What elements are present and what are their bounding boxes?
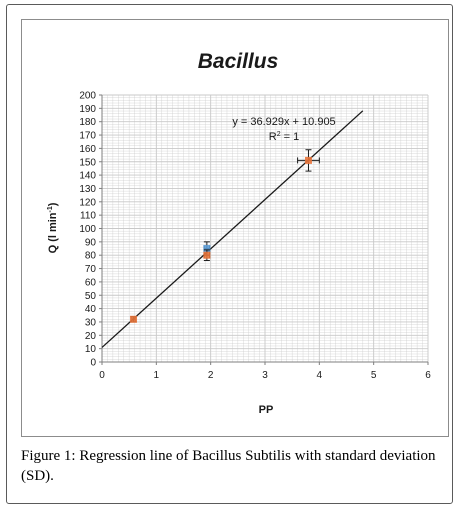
y-tick-label: 70 — [85, 264, 97, 275]
x-tick-label: 4 — [317, 370, 323, 381]
y-tick-label: 200 — [79, 91, 96, 102]
data-point-marker — [304, 156, 312, 164]
y-tick-label: 0 — [90, 358, 96, 369]
y-tick-label: 170 — [79, 131, 96, 142]
trendline — [101, 110, 364, 348]
y-tick-label: 40 — [85, 304, 97, 315]
data-point-marker — [203, 251, 211, 259]
x-tick-label: 0 — [99, 370, 105, 381]
y-tick-label: 20 — [85, 331, 97, 342]
data-point-group — [297, 149, 320, 172]
caption-label: Figure 1: — [21, 448, 76, 464]
y-tick-label: 80 — [85, 251, 97, 262]
y-tick-label: 150 — [79, 157, 96, 168]
figure-caption: Figure 1: Regression line of Bacillus Su… — [21, 446, 457, 486]
y-tick-label: 180 — [79, 117, 96, 128]
chart-container: 0 10 20 30 40 50 60 70 80 90 100 110 120 130 140 150 160… — [21, 19, 449, 437]
data-points — [130, 149, 320, 323]
y-tick-label: 90 — [85, 237, 97, 248]
y-tick-label: 190 — [79, 104, 96, 115]
axes: 0102030405060708090100110120130140150160… — [79, 91, 431, 382]
y-tick-label: 160 — [79, 144, 96, 155]
y-tick-label: 130 — [79, 184, 96, 195]
grid-lines — [101, 94, 429, 363]
data-point-marker — [203, 245, 211, 253]
y-tick-label: 30 — [85, 317, 97, 328]
data-point-group — [130, 315, 138, 323]
regression-equation: y = 36.929x + 10.905 — [232, 116, 335, 128]
figure-frame: 0 10 20 30 40 50 60 70 80 90 100 110 120 130 140 150 160… — [6, 4, 453, 504]
x-tick-label: 5 — [371, 370, 377, 381]
regression-chart: 0102030405060708090100110120130140150160… — [47, 50, 431, 416]
data-point-marker — [130, 315, 138, 323]
y-axis-label: Q (l min-1) — [47, 202, 59, 253]
data-point-group — [203, 249, 211, 262]
y-tick-label: 10 — [85, 344, 97, 355]
y-tick-label: 120 — [79, 197, 96, 208]
y-tick-label: 140 — [79, 171, 96, 182]
x-tick-label: 3 — [262, 370, 268, 381]
y-tick-label: 100 — [79, 224, 96, 235]
y-tick-label: 110 — [80, 211, 96, 222]
y-tick-label: 50 — [85, 291, 97, 302]
y-tick-label: 60 — [85, 277, 97, 288]
x-axis-label: PP — [259, 404, 274, 416]
x-tick-label: 1 — [154, 370, 160, 381]
x-tick-label: 2 — [208, 370, 214, 381]
caption-text: Regression line of Bacillus Subtilis wit… — [21, 448, 436, 484]
chart-title: Bacillus — [198, 50, 279, 73]
r-squared-label: R2 = 1 — [269, 131, 300, 143]
x-tick-label: 6 — [425, 370, 431, 381]
regression-line — [101, 110, 364, 348]
